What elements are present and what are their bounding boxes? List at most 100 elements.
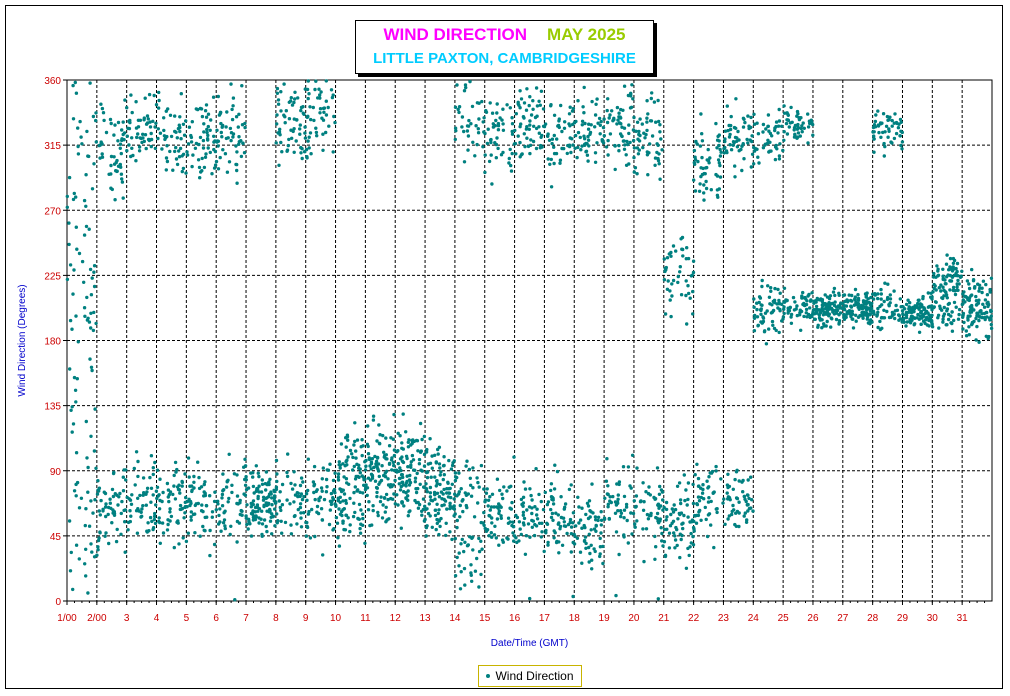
data-point xyxy=(617,149,621,153)
data-point xyxy=(941,296,945,301)
data-point xyxy=(120,138,124,143)
data-point xyxy=(424,525,429,530)
data-point xyxy=(461,498,465,502)
data-point xyxy=(94,140,99,144)
data-point xyxy=(422,434,427,439)
data-point xyxy=(296,491,300,495)
data-point xyxy=(769,286,773,290)
data-point xyxy=(76,340,81,344)
data-point xyxy=(224,485,229,489)
data-point xyxy=(626,142,630,147)
data-point xyxy=(466,148,470,152)
data-point xyxy=(733,135,738,140)
data-point xyxy=(555,137,559,141)
data-point xyxy=(798,313,802,317)
data-point xyxy=(658,484,662,489)
data-point xyxy=(601,138,605,143)
data-point xyxy=(165,144,169,148)
data-point xyxy=(480,547,484,551)
data-point xyxy=(869,305,873,309)
data-point xyxy=(344,498,348,503)
data-point xyxy=(698,182,702,186)
data-point xyxy=(642,500,646,504)
data-point xyxy=(307,135,311,139)
data-point xyxy=(463,583,467,587)
data-point xyxy=(358,526,362,531)
data-point xyxy=(763,143,767,147)
data-point xyxy=(599,510,603,514)
data-point xyxy=(544,528,548,533)
data-point xyxy=(458,587,463,591)
data-point xyxy=(700,155,704,160)
data-point xyxy=(514,536,518,540)
data-point xyxy=(396,431,400,435)
data-point xyxy=(669,250,673,255)
data-point xyxy=(338,466,342,470)
data-point xyxy=(557,521,561,525)
data-point xyxy=(752,297,756,301)
data-point xyxy=(148,475,152,480)
data-point xyxy=(576,145,580,150)
data-point xyxy=(586,127,591,131)
data-point xyxy=(192,474,196,479)
data-point xyxy=(110,521,114,525)
data-point xyxy=(616,497,620,501)
data-point xyxy=(531,99,535,103)
data-point xyxy=(701,487,705,492)
data-point xyxy=(317,498,321,503)
data-point xyxy=(366,424,370,428)
data-point xyxy=(71,292,75,296)
data-point xyxy=(496,121,501,126)
data-point xyxy=(192,480,196,484)
data-point xyxy=(406,498,410,502)
data-point xyxy=(851,326,856,330)
data-point xyxy=(201,146,206,150)
data-point xyxy=(736,129,740,134)
data-point xyxy=(285,498,289,502)
data-point xyxy=(708,156,712,160)
data-point xyxy=(584,150,588,154)
data-point xyxy=(69,408,73,412)
data-point xyxy=(406,514,410,518)
data-point xyxy=(175,162,180,167)
data-point xyxy=(833,293,837,298)
data-point xyxy=(679,501,683,506)
data-point xyxy=(718,154,723,158)
data-point xyxy=(91,328,96,333)
data-point xyxy=(183,511,187,515)
data-point xyxy=(149,486,154,490)
data-point xyxy=(801,302,805,307)
data-point xyxy=(392,463,396,468)
data-point xyxy=(145,114,150,118)
data-point xyxy=(671,244,676,248)
data-point xyxy=(198,534,202,538)
data-point xyxy=(329,491,334,496)
data-point xyxy=(984,282,988,287)
data-point xyxy=(829,325,833,329)
data-point xyxy=(802,314,806,319)
data-point xyxy=(338,487,342,491)
title-period: MAY 2025 xyxy=(547,25,626,44)
data-point xyxy=(475,101,480,105)
data-point xyxy=(384,492,389,497)
data-point xyxy=(872,123,877,127)
x-tick-label: 1/00 xyxy=(57,613,77,624)
data-point xyxy=(256,494,260,499)
data-point xyxy=(502,485,506,489)
data-point xyxy=(392,492,396,496)
data-point xyxy=(583,535,588,539)
data-point xyxy=(989,317,993,321)
data-point xyxy=(874,113,878,117)
data-point xyxy=(409,463,413,467)
data-point xyxy=(977,340,981,344)
data-point xyxy=(731,140,736,144)
data-point xyxy=(285,148,290,152)
data-point xyxy=(375,494,379,499)
data-point xyxy=(769,149,773,153)
data-point xyxy=(475,142,479,147)
data-point xyxy=(369,467,373,471)
data-point xyxy=(876,296,880,301)
data-point xyxy=(100,152,104,156)
data-point xyxy=(912,307,917,311)
data-point xyxy=(439,470,443,474)
